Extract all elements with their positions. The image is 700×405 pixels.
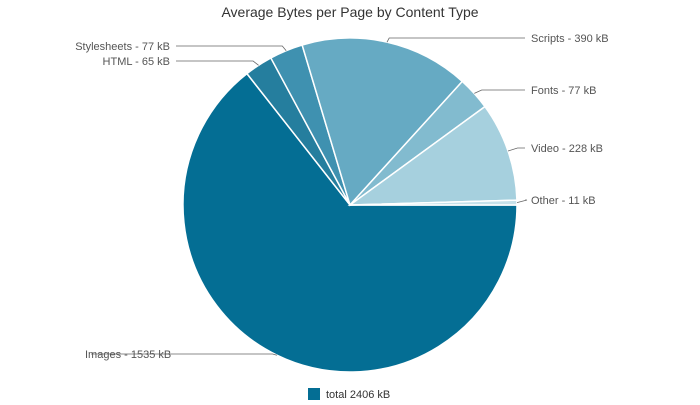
slices-layer [182,37,518,373]
slice-leader-line [176,60,259,66]
legend[interactable]: total 2406 kB [308,388,390,401]
slice-leader-line [516,199,528,203]
slice-label: Images - 1535 kB [85,349,171,361]
slice-label: Fonts - 77 kB [531,85,596,97]
slice-leader-line [474,89,525,94]
pie-slice[interactable] [182,72,518,373]
chart-title: Average Bytes per Page by Content Type [221,4,478,20]
legend-swatch[interactable] [308,388,320,400]
legend-label[interactable]: total 2406 kB [326,389,390,401]
slice-leader-line [176,45,287,51]
slice-label: Video - 228 kB [531,143,603,155]
slice-label: Scripts - 390 kB [531,33,609,45]
slice-leader-line [386,37,525,43]
slice-label: HTML - 65 kB [103,56,170,68]
slice-label: Stylesheets - 77 kB [75,41,170,53]
slice-leader-line [507,147,525,152]
pie-slice[interactable] [349,199,518,206]
slice-label: Other - 11 kB [531,195,596,207]
slice-leader-line [91,353,278,356]
labels-layer: Images - 1535 kB HTML - 65 kB Stylesheets … [75,33,608,361]
